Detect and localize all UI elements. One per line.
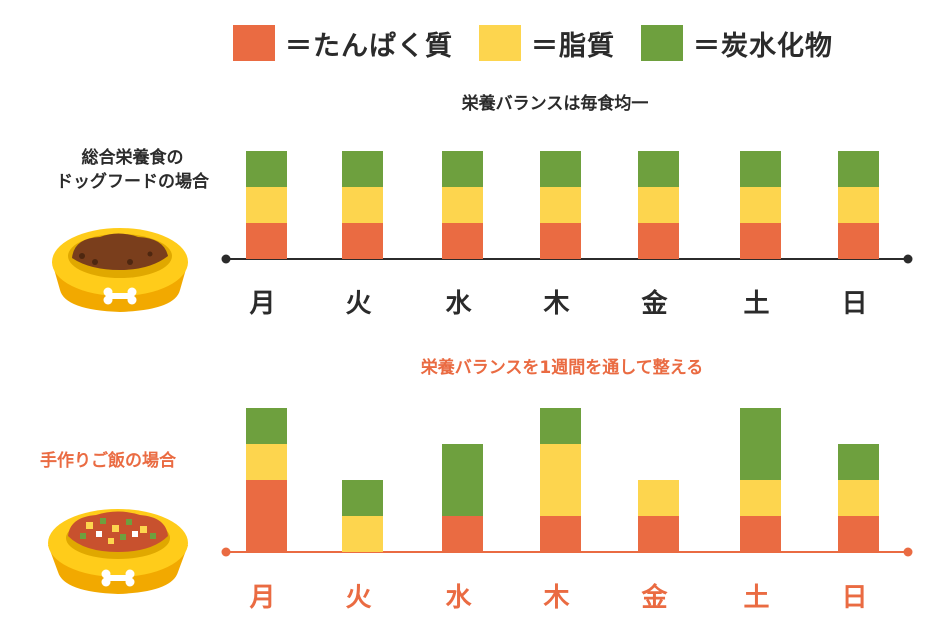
commercial-bar-2-脂質 <box>442 187 483 223</box>
commercial-side-label-line-2: ドッグフードの場合 <box>56 172 209 192</box>
homemade-day-label: 水 <box>445 583 472 613</box>
homemade-bar-2-たんぱく質 <box>442 516 483 552</box>
homemade-bar-3-たんぱく質 <box>540 516 581 552</box>
homemade-bar-0-脂質 <box>246 444 287 480</box>
commercial-bar-6-炭水化物 <box>838 151 879 187</box>
homemade-bar-0-たんぱく質 <box>246 480 287 552</box>
commercial-day-label: 火 <box>345 289 371 319</box>
commercial-side-label-line-1: 総合栄養食の <box>81 148 184 168</box>
commercial-bar-3-炭水化物 <box>540 151 581 187</box>
homemade-bar-5-たんぱく質 <box>740 516 781 552</box>
legend-label-protein: ＝たんぱく質 <box>285 30 453 62</box>
legend-swatch-carb <box>641 25 683 61</box>
commercial-day-label: 月 <box>248 289 275 319</box>
commercial-bar-0-たんぱく質 <box>246 223 287 259</box>
homemade-side-label-line-1: 手作りご飯の場合 <box>40 451 176 471</box>
homemade-bar-2-炭水化物 <box>442 444 483 516</box>
commercial-day-label: 金 <box>640 288 668 319</box>
homemade-bar-3-炭水化物 <box>540 408 581 444</box>
homemade-day-label: 日 <box>841 583 867 613</box>
commercial-axis-end-left <box>221 254 231 264</box>
homemade-bar-4-たんぱく質 <box>638 516 679 552</box>
homemade-day-label: 金 <box>640 582 668 613</box>
legend: ＝たんぱく質 ＝脂質 ＝炭水化物 <box>233 24 859 63</box>
commercial-axis-end-right <box>903 254 913 264</box>
homemade-side-label: 手作りご飯の場合 <box>40 449 176 473</box>
commercial-side-label: 総合栄養食の ドッグフードの場合 <box>56 146 209 194</box>
commercial-day-label: 木 <box>542 289 569 319</box>
commercial-bar-5-たんぱく質 <box>740 223 781 259</box>
homemade-day-label: 月 <box>248 583 275 613</box>
commercial-bar-3-脂質 <box>540 187 581 223</box>
homemade-day-label: 火 <box>345 583 371 613</box>
homemade-food-bowl-icon <box>48 509 188 594</box>
commercial-bar-6-脂質 <box>838 187 879 223</box>
homemade-axis-end-right <box>903 547 913 557</box>
homemade-bar-1-炭水化物 <box>342 480 383 516</box>
commercial-bar-0-炭水化物 <box>246 151 287 187</box>
homemade-axis-end-left <box>221 547 231 557</box>
legend-swatch-fat <box>479 25 521 61</box>
commercial-bar-4-脂質 <box>638 187 679 223</box>
homemade-day-label: 土 <box>743 583 769 613</box>
homemade-bar-6-たんぱく質 <box>838 516 879 552</box>
commercial-bar-1-たんぱく質 <box>342 223 383 259</box>
homemade-bar-6-炭水化物 <box>838 444 879 480</box>
commercial-bar-2-たんぱく質 <box>442 223 483 259</box>
commercial-bar-6-たんぱく質 <box>838 223 879 259</box>
commercial-bar-1-脂質 <box>342 187 383 223</box>
homemade-bar-0-炭水化物 <box>246 408 287 444</box>
legend-swatch-protein <box>233 25 275 61</box>
dog-food-bowl-icon <box>52 228 188 312</box>
homemade-day-label: 木 <box>542 583 569 613</box>
commercial-day-label: 日 <box>841 289 867 319</box>
homemade-bar-6-脂質 <box>838 480 879 516</box>
commercial-panel-title: 栄養バランスは毎食均一 <box>461 94 649 114</box>
commercial-bar-4-炭水化物 <box>638 151 679 187</box>
legend-label-carb: ＝炭水化物 <box>693 30 833 62</box>
legend-label-fat: ＝脂質 <box>531 30 615 62</box>
commercial-bar-0-脂質 <box>246 187 287 223</box>
commercial-bar-2-炭水化物 <box>442 151 483 187</box>
commercial-bar-5-炭水化物 <box>740 151 781 187</box>
commercial-bar-4-たんぱく質 <box>638 223 679 259</box>
legend-item-carb: ＝炭水化物 <box>641 24 833 63</box>
legend-item-fat: ＝脂質 <box>479 24 615 63</box>
commercial-bar-1-炭水化物 <box>342 151 383 187</box>
homemade-bar-4-脂質 <box>638 480 679 516</box>
commercial-day-label: 水 <box>445 289 472 319</box>
legend-item-protein: ＝たんぱく質 <box>233 24 453 63</box>
homemade-panel-title: 栄養バランスを1週間を通して整える <box>420 358 704 378</box>
commercial-bar-3-たんぱく質 <box>540 223 581 259</box>
commercial-day-label: 土 <box>743 289 769 319</box>
homemade-bar-3-脂質 <box>540 444 581 516</box>
homemade-bar-5-炭水化物 <box>740 408 781 480</box>
commercial-bar-5-脂質 <box>740 187 781 223</box>
homemade-bar-5-脂質 <box>740 480 781 516</box>
homemade-bar-1-脂質 <box>342 516 383 552</box>
